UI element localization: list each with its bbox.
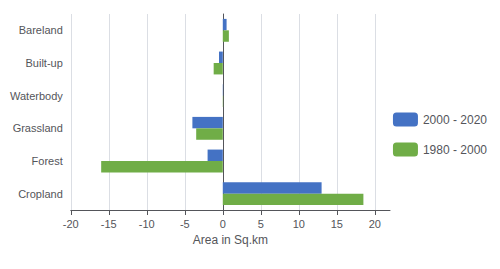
- svg-text:10: 10: [293, 218, 305, 230]
- svg-text:5: 5: [258, 218, 264, 230]
- svg-text:20: 20: [369, 218, 381, 230]
- svg-text:Area in Sq.km: Area in Sq.km: [193, 233, 268, 247]
- svg-text:-10: -10: [139, 218, 155, 230]
- svg-text:2000 - 2020: 2000 - 2020: [423, 113, 487, 127]
- svg-text:Waterbody: Waterbody: [10, 90, 63, 102]
- svg-text:Bareland: Bareland: [19, 24, 63, 36]
- svg-text:0: 0: [220, 218, 226, 230]
- svg-text:Grassland: Grassland: [13, 122, 63, 134]
- svg-text:-20: -20: [63, 218, 79, 230]
- svg-text:-5: -5: [180, 218, 190, 230]
- svg-text:Built-up: Built-up: [25, 57, 62, 69]
- svg-text:Forest: Forest: [32, 155, 63, 167]
- svg-text:1980 - 2000: 1980 - 2000: [423, 143, 487, 157]
- svg-text:Cropland: Cropland: [18, 188, 63, 200]
- svg-text:-15: -15: [101, 218, 117, 230]
- svg-text:15: 15: [331, 218, 343, 230]
